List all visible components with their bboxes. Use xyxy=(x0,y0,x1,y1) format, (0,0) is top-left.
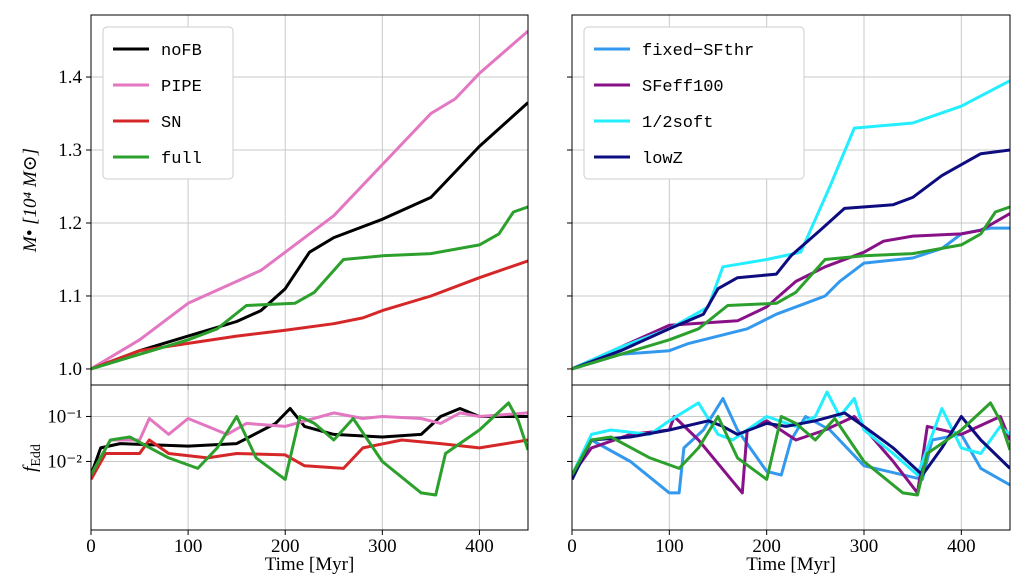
legend-label: lowZ xyxy=(642,150,683,169)
y-tick-label: 1.0 xyxy=(58,359,82,380)
y-tick-label: 1.2 xyxy=(58,213,82,234)
data-line xyxy=(572,226,1010,371)
y-tick-label: 10⁻² xyxy=(47,451,82,472)
y-axis-label: fEdd xyxy=(20,444,44,472)
data-line xyxy=(572,401,1010,497)
x-tick-label: 400 xyxy=(947,536,976,557)
legend-label: full xyxy=(161,150,202,169)
x-axis-label: Time [Myr] xyxy=(746,554,836,574)
data-line xyxy=(91,411,528,476)
legend-box xyxy=(102,26,234,180)
x-tick-label: 100 xyxy=(174,536,203,557)
axes-frame xyxy=(90,384,529,531)
x-tick-label: 0 xyxy=(86,536,96,557)
legend-box xyxy=(583,26,805,180)
x-tick-label: 0 xyxy=(567,536,577,557)
x-tick-label: 300 xyxy=(368,536,397,557)
y-label-main: f xyxy=(20,464,41,472)
axes-frame xyxy=(571,384,1011,531)
legend-label: fixed−SFthr xyxy=(642,42,754,61)
x-tick-label: 100 xyxy=(655,536,684,557)
data-line xyxy=(91,259,528,371)
data-line xyxy=(572,148,1010,371)
data-line xyxy=(91,101,528,371)
legend-label: SFeff100 xyxy=(642,78,724,97)
x-tick-label: 400 xyxy=(465,536,494,557)
legend-label: 1/2soft xyxy=(642,114,713,133)
y-tick-label: 1.1 xyxy=(58,286,82,307)
y-axis-label: M• [10⁴ M⊙] xyxy=(20,148,41,253)
data-line xyxy=(572,397,1010,495)
data-line xyxy=(572,212,1010,371)
y-tick-label: 1.3 xyxy=(58,140,82,161)
y-tick-label: 10⁻¹ xyxy=(47,406,82,427)
legend-label: noFB xyxy=(161,42,202,61)
data-line xyxy=(91,205,528,371)
y-label-sub: Edd xyxy=(29,444,44,467)
data-line xyxy=(572,205,1010,371)
x-tick-label: 200 xyxy=(752,536,781,557)
data-line xyxy=(91,438,528,481)
x-tick-label: 300 xyxy=(850,536,879,557)
data-line xyxy=(91,401,528,497)
legend-label: SN xyxy=(161,114,181,133)
data-line xyxy=(91,29,528,371)
y-tick-label: 1.4 xyxy=(58,67,82,88)
data-line xyxy=(572,415,1010,495)
legend-label: PIPE xyxy=(161,78,202,97)
x-axis-label: Time [Myr] xyxy=(265,554,355,574)
data-line xyxy=(572,390,1010,477)
x-tick-label: 200 xyxy=(271,536,300,557)
data-line xyxy=(572,411,1010,481)
